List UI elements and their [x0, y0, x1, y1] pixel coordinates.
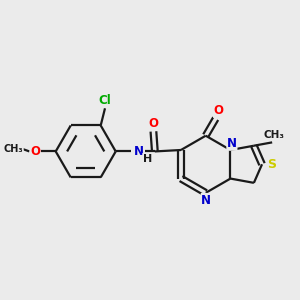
- Text: O: O: [214, 104, 224, 117]
- Text: N: N: [227, 137, 237, 150]
- Text: S: S: [267, 158, 276, 171]
- Text: CH₃: CH₃: [263, 130, 284, 140]
- Text: Cl: Cl: [99, 94, 111, 107]
- Text: H: H: [143, 154, 152, 164]
- Text: CH₃: CH₃: [4, 144, 23, 154]
- Text: N: N: [134, 145, 144, 158]
- Text: N: N: [201, 194, 211, 206]
- Text: O: O: [148, 117, 158, 130]
- Text: O: O: [30, 145, 40, 158]
